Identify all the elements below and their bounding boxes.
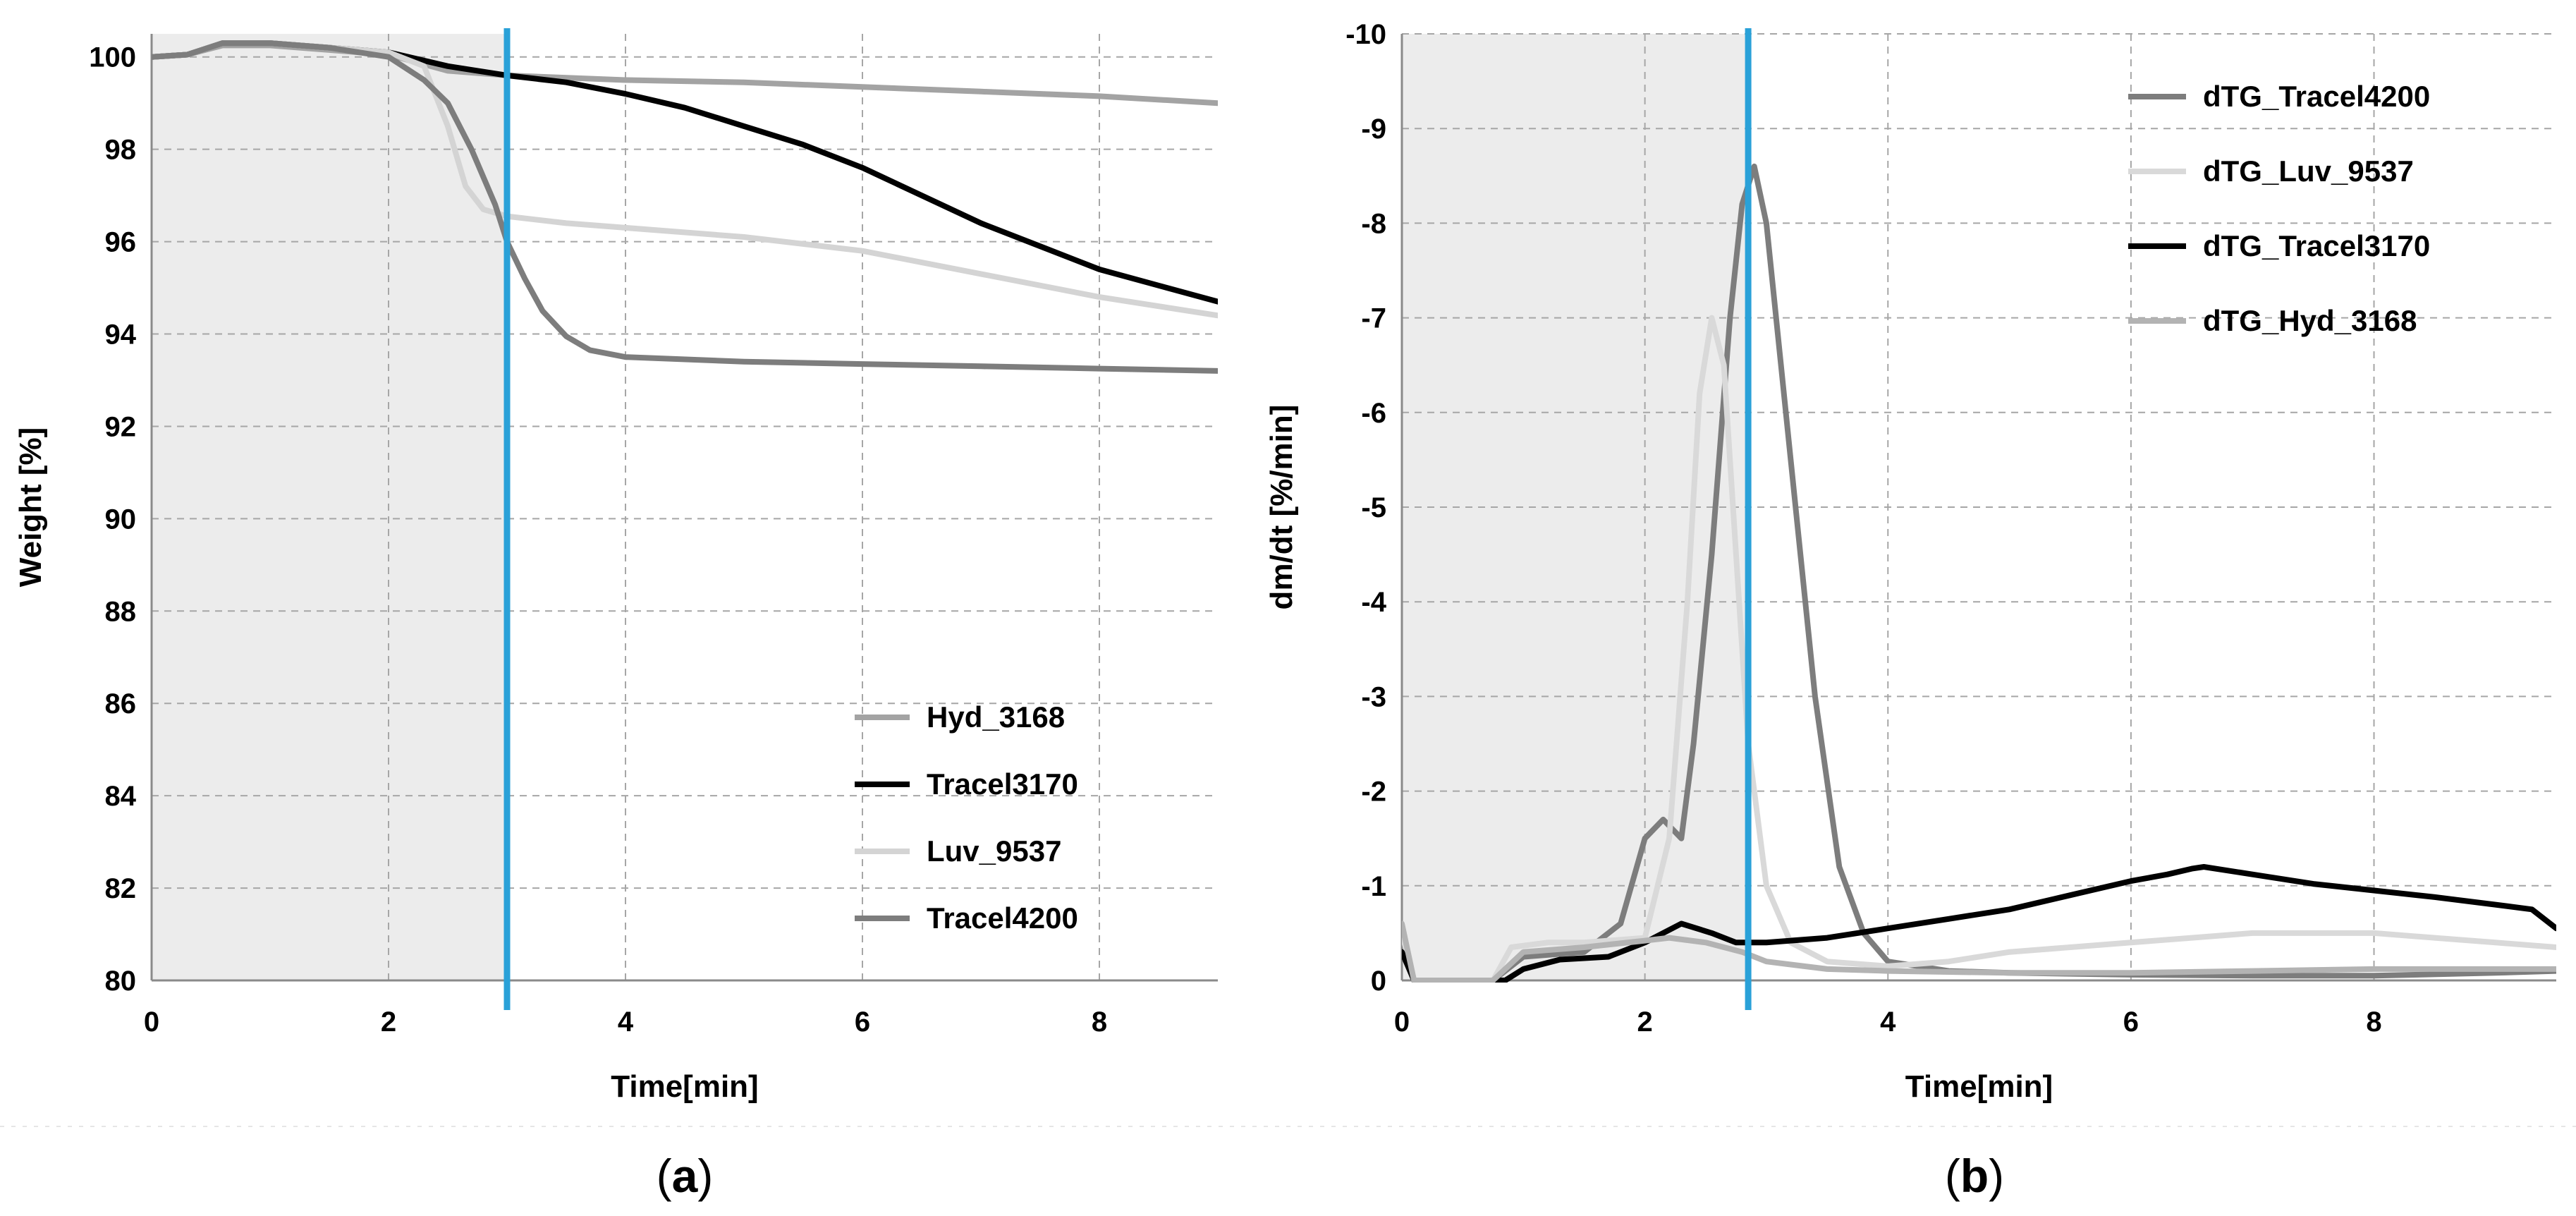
legend-label: Tracel4200 [927,901,1078,935]
y-tick-label: -4 [1361,587,1386,618]
caption-paren-close: ) [1989,1150,2004,1202]
legend: Hyd_3168 Tracel3170 Luv_9537 Tracel4200 [855,700,1078,935]
series-group [152,40,1218,374]
y-tick-label: 86 [105,688,137,719]
y-tick-label: 90 [105,504,137,535]
y-tick-label: -2 [1361,777,1386,808]
y-tick-label: -10 [1345,19,1386,50]
y-tick-label: -5 [1361,492,1386,523]
y-tick-label: 98 [105,135,137,166]
legend-label: dTG_Tracel3170 [2203,229,2430,262]
x-axis-title: Time[min] [611,1069,758,1104]
y-tick-label: -6 [1361,398,1386,429]
y-tick-label: -9 [1361,114,1386,145]
chart-panel-a: 80 82 84 86 88 90 92 94 96 98 100 0 2 4 6 8 Time[min] Wei… [13,28,1218,1202]
legend-label: dTG_Tracel4200 [2203,80,2430,113]
y-tick-label: 88 [105,596,137,627]
series-line-dTG_Hyd_3168 [1402,920,2556,983]
series-line-dTG_Luv_9537 [1402,315,2556,983]
panel-caption: (b) [1945,1150,2004,1202]
y-tick-label: 84 [105,781,137,812]
x-tick-label: 2 [381,1007,396,1038]
y-tick-label: 94 [105,320,137,351]
y-tick-label: 100 [89,42,136,73]
y-tick-label: -1 [1361,871,1386,902]
caption-letter: b [1960,1150,1989,1202]
legend-label: Hyd_3168 [927,700,1065,734]
legend-label: Tracel3170 [927,767,1078,801]
x-tick-label: 4 [618,1007,634,1038]
y-tick-label: -7 [1361,303,1386,334]
y-tick-label: -8 [1361,208,1386,239]
y-axis-title: Weight [%] [13,427,48,588]
caption-paren-open: ( [1945,1150,1960,1202]
gridlines [1402,33,2556,980]
y-tick-label: 92 [105,411,137,442]
series-line-dTG_Tracel3170 [1402,864,2556,983]
legend: dTG_Tracel4200 dTG_Luv_9537 dTG_Tracel3170… [2128,80,2430,337]
x-axis-title: Time[min] [1905,1069,2053,1104]
y-axis-title: dm/dt [%/min] [1264,405,1299,610]
legend-label: dTG_Luv_9537 [2203,154,2414,188]
chart-panel-b: 0 -1 -2 -3 -4 -5 -6 -7 -8 -9 -10 0 2 4 6 8 Time[min] dm/d… [1264,19,2556,1202]
gridlines [152,34,1218,980]
y-tick-label: -3 [1361,681,1386,712]
shaded-region [152,34,507,980]
x-tick-label: 6 [2123,1007,2139,1038]
legend-label: dTG_Hyd_3168 [2203,304,2417,337]
legend-label: Luv_9537 [927,834,1061,868]
x-tick-label: 6 [855,1007,870,1038]
caption-paren-close: ) [697,1150,713,1202]
x-tick-label: 0 [144,1007,159,1038]
x-tick-label: 0 [1394,1007,1410,1038]
y-tick-label: 0 [1371,966,1386,997]
y-tick-label: 80 [105,966,137,997]
y-tick-label: 96 [105,227,137,258]
series-group [1402,163,2556,983]
x-tick-label: 8 [2366,1007,2381,1038]
x-tick-label: 2 [1637,1007,1653,1038]
panel-caption: (a) [657,1150,714,1202]
caption-letter: a [672,1150,699,1202]
y-tick-label: 82 [105,873,137,904]
x-tick-label: 4 [1880,1007,1896,1038]
x-tick-label: 8 [1092,1007,1107,1038]
caption-paren-open: ( [657,1150,672,1202]
